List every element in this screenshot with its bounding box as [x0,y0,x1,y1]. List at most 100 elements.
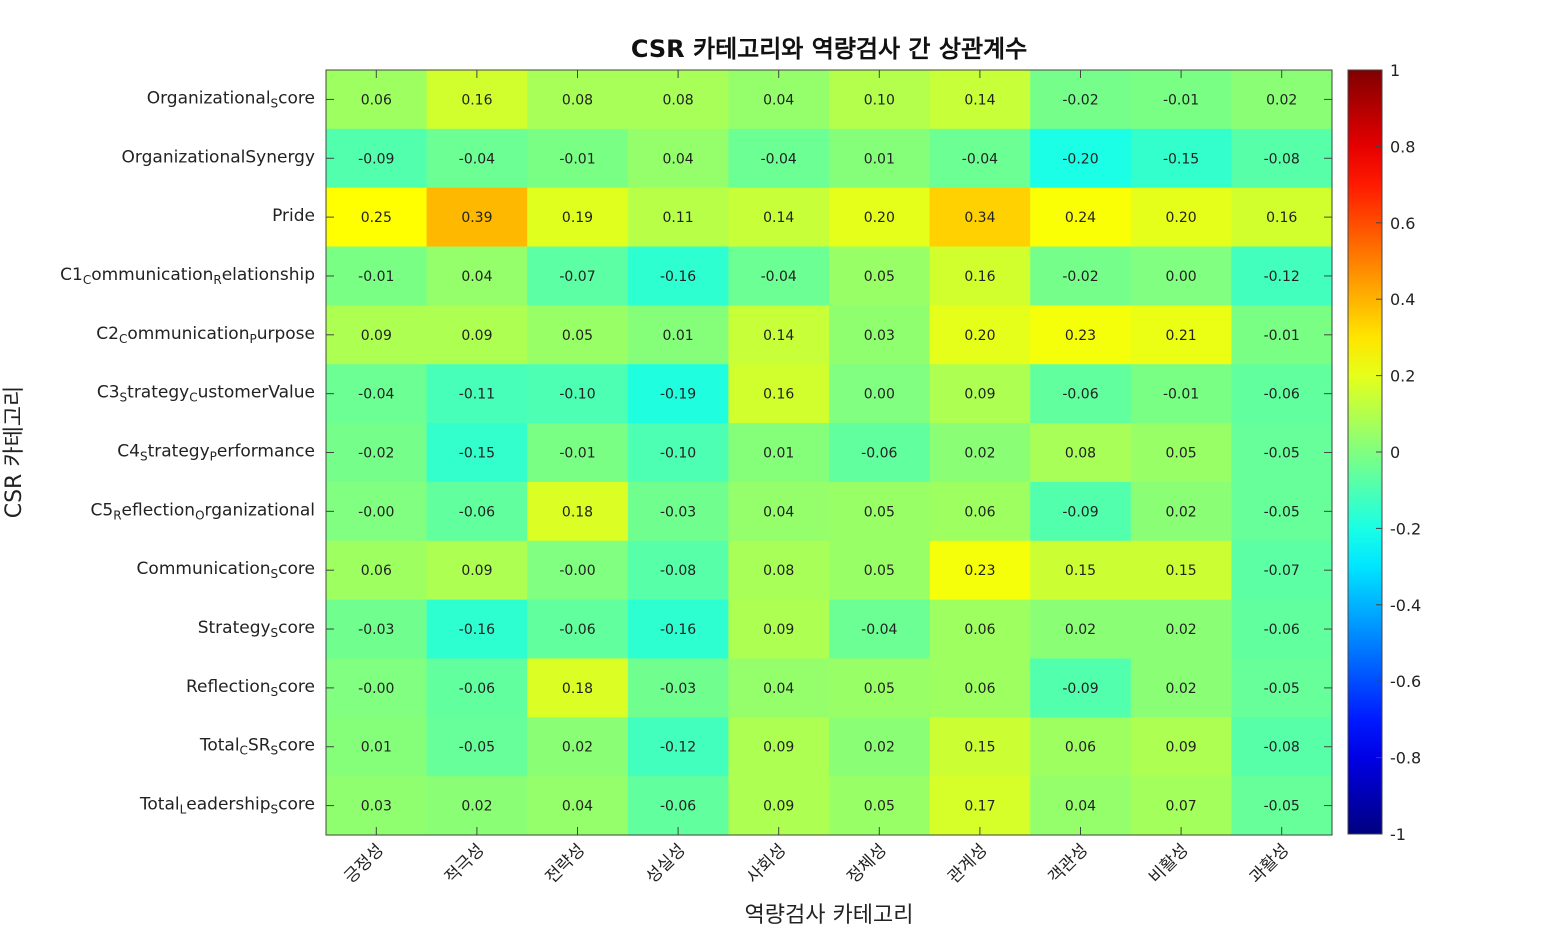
heatmap-cell [829,187,931,248]
heatmap-cell [1231,246,1333,306]
heatmap-cell [527,187,629,248]
cell-value-label: 0.16 [763,387,794,403]
heatmap-cell [829,717,931,777]
cell-value-label: 0.04 [763,92,794,108]
heatmap-cell [1130,305,1232,365]
cell-value-label: -0.12 [660,740,696,756]
heatmap-cell [426,599,528,660]
cell-value-label: 0.05 [864,563,895,579]
heatmap-cell [1030,305,1132,365]
cell-value-label: 0.10 [864,92,895,108]
cell-value-label: 0.00 [864,387,895,403]
heatmap-cell [426,187,528,248]
cell-value-label: 0.09 [461,328,492,344]
heatmap-cell [1130,423,1232,483]
x-tick-label: 관계성 [944,840,991,887]
heatmap-cell [527,717,629,777]
cell-value-label: -0.04 [459,151,495,167]
heatmap-cell [829,305,931,365]
heatmap-cell [627,599,729,660]
cell-value-label: -0.08 [660,563,696,579]
cell-value-label: -0.12 [1264,269,1300,285]
colorbar-tick-label: -0.4 [1390,596,1421,615]
heatmap-cell [1231,187,1333,248]
heatmap-cell [1030,776,1132,836]
colorbar-tick-label: 0.6 [1390,214,1415,233]
colorbar-ticks: 1 0.8 0.6 0.4 0.2 0 -0.2 -0.4 -0.6 -0.8 -1 [1376,61,1421,844]
heatmap-cell [1231,128,1333,189]
cell-value-label: -0.04 [962,151,998,167]
heatmap-cell [929,599,1031,660]
y-tick-label: OrganizationalSynergy [122,147,315,167]
heatmap-cell [627,246,729,306]
cell-value-label: -0.01 [559,151,595,167]
cell-value-label: -0.10 [559,387,595,403]
cell-value-label: 0.21 [1166,328,1197,344]
cell-value-label: -0.01 [559,446,595,462]
heatmap-cell [1030,658,1132,718]
heatmap-cell [728,364,830,424]
heatmap-cell [1030,481,1132,542]
heatmap-cell [1130,717,1232,777]
heatmap-cell [527,423,629,483]
cell-value-label: 0.04 [562,799,593,815]
heatmap-cell [829,423,931,483]
heatmap-cell [426,305,528,365]
cell-value-label: -0.06 [861,446,897,462]
y-tick-label: TotalCSRScore [199,736,315,758]
cell-value-label: -0.16 [459,622,495,638]
cell-value-label: 0.18 [562,504,593,520]
cell-value-label: -0.08 [1264,740,1300,756]
cell-value-label: 0.09 [964,387,995,403]
cell-value-label: -0.07 [559,269,595,285]
heatmap-cell [829,540,931,601]
colorbar-tick-label: -0.2 [1390,519,1421,538]
cell-value-label: 0.02 [1266,92,1297,108]
y-tick-label: C5ReflectionOrganizational [91,500,315,522]
cell-value-label: -0.04 [358,387,394,403]
cell-value-label: -0.06 [559,622,595,638]
cell-value-label: 0.23 [964,563,995,579]
heatmap-cell [1030,599,1132,660]
heatmap-cell [728,717,830,777]
cell-value-label: -0.06 [459,681,495,697]
heatmap-cell [728,423,830,483]
cell-value-label: 0.04 [763,504,794,520]
heatmap-cell [728,246,830,306]
heatmap-cell [728,187,830,248]
x-tick-labels: 긍정성 적극성 전략성 성실성 사회성 정체성 관계성 객관성 비활성 과활성 [341,840,1294,887]
heatmap-cell [627,776,729,836]
heatmap-cell [527,305,629,365]
heatmap-cell [627,717,729,777]
heatmap-cell [1030,246,1132,306]
cell-value-label: 0.39 [461,210,492,226]
heatmap-cell [1030,364,1132,424]
cell-value-label: 0.08 [763,563,794,579]
heatmap-cell [1030,70,1132,130]
cell-value-label: -0.08 [1264,151,1300,167]
heatmap-cell [627,364,729,424]
cell-value-label: 0.09 [461,563,492,579]
heatmap-cell [829,481,931,542]
y-tick-label: OrganizationalScore [147,88,315,110]
heatmap-cell [829,70,931,130]
heatmap-cell [627,481,729,542]
colorbar-tick-label: 0.4 [1390,290,1415,309]
heatmap-cell [1130,70,1232,130]
heatmap-cell [1231,364,1333,424]
x-tick-label: 성실성 [642,840,689,887]
heatmap-cell [728,128,830,189]
cell-value-label: -0.06 [459,504,495,520]
y-tick-label: StrategyScore [198,618,315,640]
cell-value-label: -0.06 [1264,387,1300,403]
cell-value-label: 0.15 [964,740,995,756]
x-tick-label: 긍정성 [341,840,388,887]
cell-value-label: -0.09 [1062,681,1098,697]
heatmap-cell [929,717,1031,777]
cell-value-label: 0.09 [763,799,794,815]
colorbar-tick-label: 0.2 [1390,367,1415,386]
cell-value-label: -0.09 [1062,504,1098,520]
cell-value-label: 0.07 [1166,799,1197,815]
cell-value-label: 0.05 [864,681,895,697]
heatmap-cell [326,423,428,483]
